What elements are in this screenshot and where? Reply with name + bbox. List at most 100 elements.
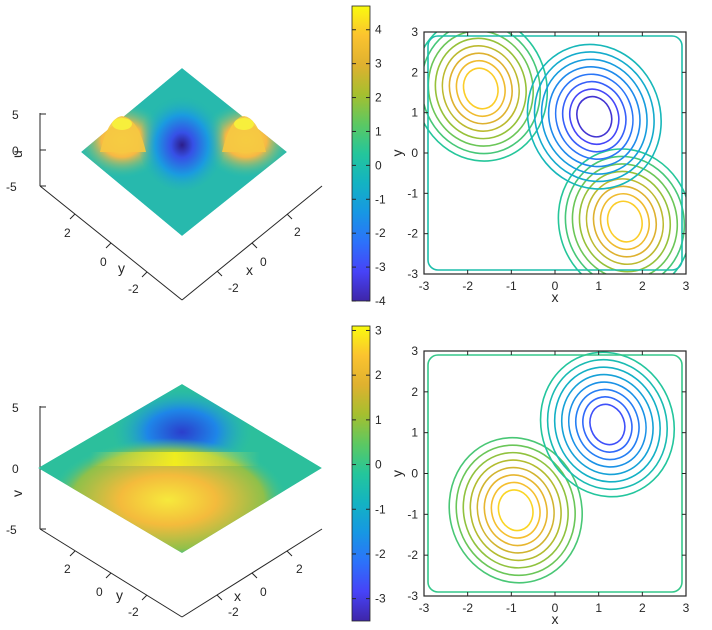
contour-plot-v: -3 -2 -1 0 1 2 3 3 2 1 0 -1 -2 -3 x y [389,344,690,627]
y-tick: 0 [100,255,107,269]
contour-line [533,51,655,183]
y-axis-label: y [389,150,405,157]
colorbar-tick: 4 [375,23,382,37]
contour-line [547,66,641,168]
x-tick: 3 [683,279,690,293]
contour-line [575,388,640,461]
x-tick: 0 [552,601,559,615]
surface-plot-u: 5 0 -5 u 2 0 y -2 -2 x 0 2 [6,68,323,301]
y-tick: 2 [411,385,418,399]
y-tick: 2 [64,226,71,240]
y-axis-label: y [389,470,405,477]
contour-line [582,396,633,453]
contour-line [567,381,647,468]
contour-line [539,351,676,498]
colorbar-tick: 3 [375,57,382,71]
colorbar-tick: -3 [375,260,386,274]
x-tick: 2 [294,225,301,239]
colorbar-tick: -3 [375,592,386,606]
contour-line [606,200,643,243]
colorbar-tick: -1 [375,192,386,206]
y-tick: -3 [407,267,418,281]
x-tick: -1 [506,279,517,293]
contour-line [589,403,626,446]
z-tick: 0 [12,462,19,476]
z-axis-label: v [9,490,25,497]
contour-line [546,358,668,491]
z-tick: -5 [6,180,17,194]
x-axis-label: x [552,289,559,305]
z-axis-label: u [9,150,25,158]
contour-line [592,185,657,258]
contour-line [497,489,534,532]
y-tick: -2 [128,605,139,619]
colorbar-tick: 3 [375,323,382,337]
x-tick: 1 [595,279,602,293]
colorbar-tick: -2 [375,226,386,240]
colorbar-tick: 2 [375,91,382,105]
contour-plot-u: -3 -2 -1 0 1 2 3 3 2 1 0 -1 -2 -3 x y [389,25,690,305]
z-tick: -5 [6,523,17,537]
x-tick: -2 [228,281,239,295]
y-tick: 0 [96,585,103,599]
surface-v [38,384,322,553]
y-tick: 3 [411,344,418,358]
colorbar-tick: -2 [375,547,386,561]
y-tick: 3 [411,25,418,39]
contour-line [560,373,654,476]
x-tick: 0 [552,279,559,293]
contour-line [526,43,662,190]
contour-line [441,44,520,132]
y-axis-label: y [118,260,125,276]
surface-plot-v: 5 0 -5 v 2 0 y -2 -2 x 0 2 [6,384,323,619]
x-tick: 2 [639,601,646,615]
contour-line [490,481,541,539]
z-tick: 5 [12,108,19,122]
y-tick: -2 [128,282,139,296]
contour-line [455,59,506,118]
y-tick: -1 [407,507,418,521]
contour-line [561,80,627,153]
contour-line [553,366,661,483]
x-tick: -3 [419,279,430,293]
z-tick: 5 [12,401,19,415]
colorbar-tick: -1 [375,502,386,516]
contour-line [540,58,648,175]
x-tick: -1 [506,601,517,615]
contour-line [462,451,569,569]
y-tick: 2 [64,562,71,576]
z-tick: 0 [12,144,19,158]
colorbar-v: 3 2 1 0 -1 -2 -3 [351,323,386,622]
x-tick: -2 [462,279,473,293]
y-tick: 1 [411,106,418,120]
contour-line [448,436,583,584]
contour-line [599,193,650,251]
x-tick: 3 [683,601,690,615]
x-tick: 2 [296,562,303,576]
x-tick: -3 [419,601,430,615]
contour-line [424,32,549,162]
x-tick: 0 [260,585,267,599]
colorbar-tick: 0 [375,458,382,472]
x-tick: 1 [595,601,602,615]
x-tick: -2 [462,601,473,615]
contour-line [469,459,562,562]
contour-line [483,474,548,547]
colorbar-tick: -4 [375,294,386,308]
y-tick: -2 [407,548,418,562]
y-tick: -3 [407,589,418,603]
y-tick: 0 [411,146,418,160]
x-axis-label: x [552,611,559,627]
colorbar-tick: 0 [375,158,382,172]
contour-line [448,52,513,125]
colorbar-tick: 1 [375,413,382,427]
x-tick: 0 [260,255,267,269]
contour-line [462,67,499,110]
colorbar-tick: 1 [375,124,382,138]
y-tick: -1 [407,186,418,200]
y-tick: 2 [411,65,418,79]
contour-line [568,88,620,146]
y-tick: 0 [411,467,418,481]
x-axis-label: x [234,588,241,604]
